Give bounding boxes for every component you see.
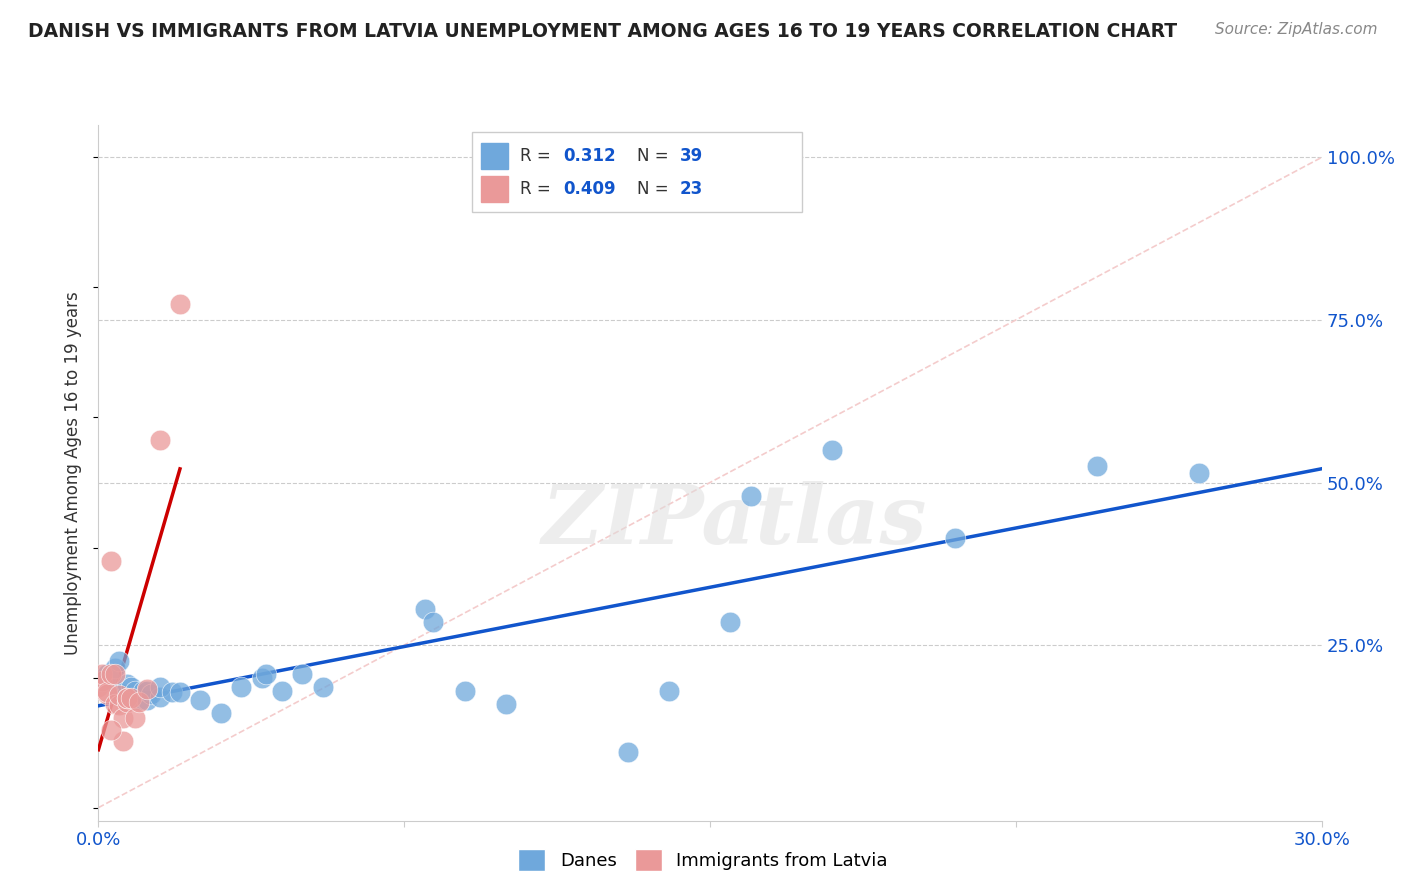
Point [104, 667, 127, 681]
Point [104, 697, 127, 711]
Point [658, 683, 681, 698]
Point [104, 661, 127, 675]
Point [141, 687, 163, 701]
Point [136, 683, 159, 698]
Text: 0.312: 0.312 [564, 147, 616, 165]
Point [100, 673, 122, 688]
Point [96, 685, 118, 699]
Text: ZIPatlas: ZIPatlas [541, 482, 927, 561]
FancyBboxPatch shape [471, 132, 801, 212]
Point [231, 681, 253, 695]
Point [128, 693, 150, 707]
Y-axis label: Unemployment Among Ages 16 to 19 years: Unemployment Among Ages 16 to 19 years [65, 291, 83, 655]
Point [617, 745, 640, 759]
Point [312, 681, 335, 695]
Point [740, 489, 762, 503]
FancyBboxPatch shape [481, 176, 508, 202]
Point [149, 681, 172, 695]
Point [149, 690, 172, 704]
Point [422, 615, 444, 630]
Point [91, 673, 114, 688]
Point [128, 695, 150, 709]
Text: R =: R = [520, 180, 557, 198]
Point [115, 677, 138, 691]
Text: 23: 23 [679, 180, 703, 198]
Point [291, 667, 314, 681]
Point [100, 667, 122, 681]
Point [91, 667, 114, 681]
Point [270, 683, 294, 698]
Point [209, 706, 232, 721]
Point [108, 654, 131, 668]
Point [108, 688, 131, 702]
Point [169, 685, 191, 699]
Point [120, 691, 142, 706]
Point [132, 683, 155, 698]
Point [1085, 459, 1108, 474]
Legend: Danes, Immigrants from Latvia: Danes, Immigrants from Latvia [510, 842, 896, 879]
Point [495, 697, 517, 711]
Point [91, 673, 114, 688]
Point [100, 723, 122, 737]
Point [96, 687, 118, 701]
Point [136, 693, 159, 707]
Point [96, 667, 118, 681]
Text: R =: R = [520, 147, 557, 165]
FancyBboxPatch shape [481, 143, 508, 169]
Point [821, 442, 844, 457]
Point [413, 602, 436, 616]
Text: 0.409: 0.409 [564, 180, 616, 198]
Point [160, 685, 183, 699]
Point [149, 434, 172, 448]
Point [108, 698, 131, 712]
Point [115, 691, 138, 706]
Point [1188, 466, 1211, 480]
Text: Source: ZipAtlas.com: Source: ZipAtlas.com [1215, 22, 1378, 37]
Point [115, 691, 138, 706]
Point [124, 711, 146, 725]
Point [136, 681, 159, 696]
Point [720, 615, 742, 630]
Text: N =: N = [637, 180, 673, 198]
Point [254, 667, 277, 681]
Point [120, 681, 142, 695]
Point [108, 687, 131, 701]
Point [943, 531, 966, 545]
Text: N =: N = [637, 147, 673, 165]
Point [454, 683, 477, 698]
Text: DANISH VS IMMIGRANTS FROM LATVIA UNEMPLOYMENT AMONG AGES 16 TO 19 YEARS CORRELAT: DANISH VS IMMIGRANTS FROM LATVIA UNEMPLO… [28, 22, 1177, 41]
Point [124, 683, 146, 698]
Point [169, 296, 191, 310]
Point [250, 671, 273, 685]
Text: 39: 39 [679, 147, 703, 165]
Point [111, 733, 134, 747]
Point [188, 693, 212, 707]
Point [87, 681, 110, 695]
Point [100, 553, 122, 567]
Point [115, 695, 138, 709]
Point [111, 687, 134, 701]
Point [111, 711, 134, 725]
